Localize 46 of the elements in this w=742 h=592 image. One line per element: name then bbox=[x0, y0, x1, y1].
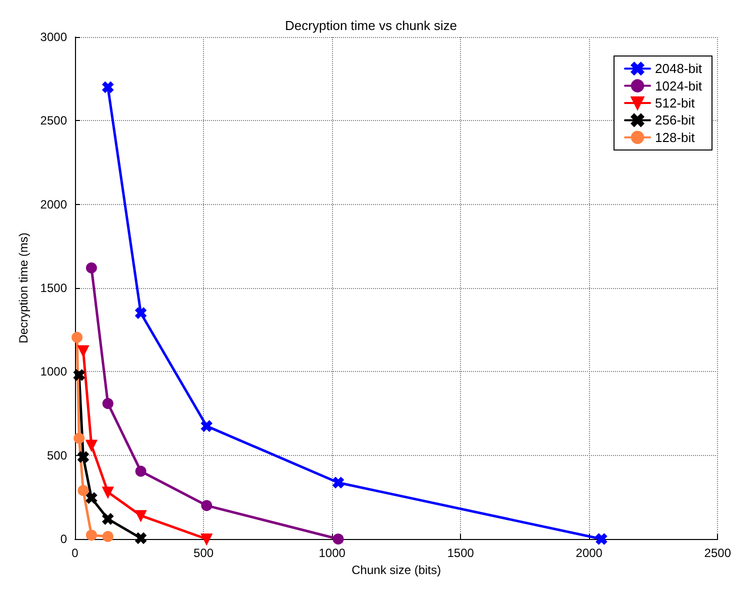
x-tick-label: 1000 bbox=[318, 546, 346, 560]
point bbox=[86, 530, 97, 541]
point bbox=[78, 452, 89, 463]
x-tick-label: 2000 bbox=[576, 546, 603, 560]
point bbox=[201, 534, 212, 544]
y-tick-label: 1000 bbox=[40, 364, 68, 379]
y-tick-label: 3000 bbox=[40, 30, 68, 44]
y-tick-label: 1500 bbox=[40, 281, 68, 295]
point bbox=[78, 345, 89, 356]
x-axis-title: Chunk size (bits) bbox=[352, 562, 442, 577]
x-tick-label: 500 bbox=[194, 546, 214, 560]
y-tick-label: 0 bbox=[60, 532, 68, 546]
y-tick-label: 2500 bbox=[40, 114, 68, 128]
point bbox=[102, 530, 114, 542]
point bbox=[86, 492, 97, 504]
point bbox=[86, 440, 97, 451]
legend-label: 256-bit bbox=[655, 112, 696, 128]
y-tick-label: 2000 bbox=[40, 197, 68, 212]
point bbox=[135, 510, 146, 522]
point bbox=[596, 534, 607, 544]
point bbox=[135, 532, 146, 544]
point bbox=[74, 370, 85, 381]
point bbox=[86, 262, 97, 274]
legend-label: 512-bit bbox=[655, 96, 696, 110]
point bbox=[102, 82, 114, 93]
point bbox=[201, 420, 212, 432]
point bbox=[135, 466, 146, 477]
point bbox=[72, 332, 83, 343]
point bbox=[135, 308, 146, 319]
legend-label: 1024-bit bbox=[655, 78, 702, 94]
point bbox=[74, 432, 85, 444]
point bbox=[201, 500, 212, 512]
legend-label: 128-bit bbox=[655, 130, 696, 145]
point bbox=[102, 398, 114, 409]
x-tick-label: 0 bbox=[72, 546, 79, 560]
point bbox=[78, 484, 89, 496]
x-tick-label: 2500 bbox=[704, 546, 732, 560]
point bbox=[102, 486, 114, 498]
point bbox=[332, 534, 344, 544]
legend-label: 2048-bit bbox=[655, 61, 702, 76]
y-tick-label: 500 bbox=[46, 448, 68, 462]
y-axis-title: Decryption time (ms) bbox=[16, 232, 30, 344]
chart-title: Decryption time vs chunk size bbox=[285, 18, 457, 33]
x-tick-label: 1500 bbox=[447, 546, 474, 560]
point bbox=[102, 513, 114, 524]
point bbox=[332, 477, 344, 488]
